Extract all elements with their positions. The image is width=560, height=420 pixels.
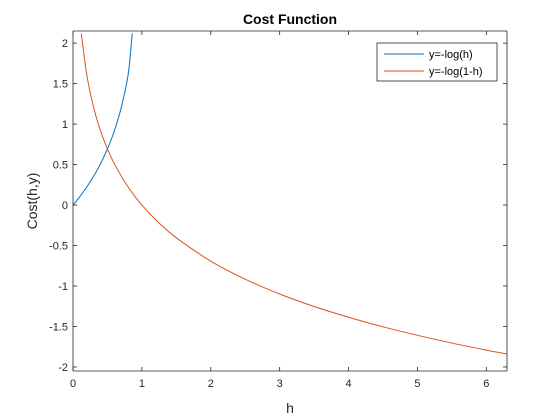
legend-entry-1: y=-log(h) bbox=[429, 49, 473, 61]
y-tick-label: 1 bbox=[62, 119, 68, 131]
x-tick-label: 3 bbox=[277, 378, 283, 390]
legend-box bbox=[376, 42, 498, 82]
legend-entry-2: y=-log(1-h) bbox=[429, 66, 483, 78]
x-axis-ticks: 0 1 2 3 4 5 6 bbox=[70, 31, 489, 390]
x-tick-label: 2 bbox=[208, 378, 214, 390]
legend: y=-log(h) y=-log(1-h) bbox=[376, 42, 498, 82]
y-axis-ticks: -2 -1.5 -1 -0.5 0 0.5 1 1.5 2 bbox=[49, 38, 507, 374]
y-axis-label: Cost(h,y) bbox=[24, 173, 40, 230]
y-tick-label: 2 bbox=[62, 38, 68, 50]
x-tick-label: 6 bbox=[483, 378, 489, 390]
series-line-1 bbox=[72, 33, 133, 206]
y-tick-label: -1.5 bbox=[49, 321, 68, 333]
x-tick-label: 5 bbox=[414, 378, 420, 390]
y-tick-label: 0 bbox=[62, 200, 68, 212]
axes bbox=[72, 30, 508, 372]
y-tick-label: -0.5 bbox=[49, 241, 68, 253]
series-lines bbox=[72, 33, 508, 355]
x-tick-label: 1 bbox=[139, 378, 145, 390]
chart-title: Cost Function bbox=[243, 11, 337, 27]
x-tick-label: 0 bbox=[70, 378, 76, 390]
y-tick-label: -1 bbox=[58, 281, 68, 293]
x-axis-label: h bbox=[286, 400, 294, 416]
y-tick-label: 1.5 bbox=[53, 79, 68, 91]
series-line-2 bbox=[80, 33, 508, 355]
y-tick-label: 0.5 bbox=[53, 160, 68, 172]
plot-area bbox=[73, 31, 507, 371]
x-tick-label: 4 bbox=[345, 378, 351, 390]
y-tick-label: -2 bbox=[58, 362, 68, 374]
